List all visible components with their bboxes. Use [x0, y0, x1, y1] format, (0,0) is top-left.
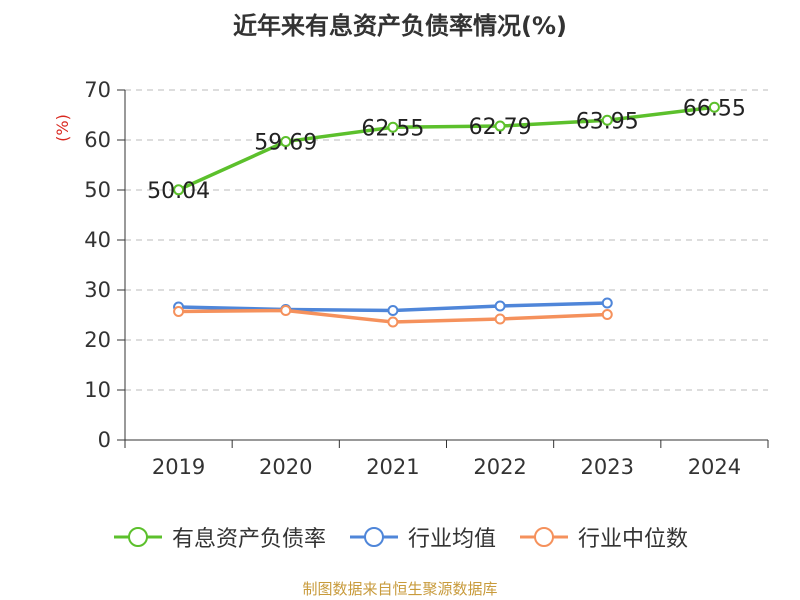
data-point [387, 316, 399, 328]
x-tick-label: 2020 [259, 455, 312, 479]
data-label: 66.55 [683, 96, 746, 121]
legend-label: 行业均值 [407, 527, 496, 552]
y-tick-label: 60 [84, 128, 111, 152]
y-tick-label: 50 [84, 178, 111, 202]
legend-label: 行业中位数 [578, 527, 689, 552]
legend-marker [349, 527, 398, 547]
axes: 0 10 20 30 40 50 60 70 2019 2020 2021 2022 2023 2024 (… [53, 78, 769, 479]
data-point [280, 136, 292, 148]
data-point [708, 101, 720, 113]
data-label: 50.04 [147, 179, 210, 204]
data-label: 59.69 [254, 131, 317, 156]
series-layer [173, 101, 720, 328]
x-tick-label: 2021 [366, 455, 419, 479]
data-point [494, 313, 506, 325]
legend-item: 有息资产负债率 [112, 521, 326, 553]
legend: 有息资产负债率 行业均值 行业中位数 [0, 520, 800, 554]
y-tick-label: 0 [98, 428, 111, 452]
data-labels: 50.04 59.69 62.55 62.79 63.95 66.55 [147, 96, 746, 204]
legend-label: 有息资产负债率 [171, 527, 326, 552]
data-point [494, 120, 506, 132]
data-point [173, 306, 185, 317]
data-point [280, 305, 292, 316]
data-label: 62.55 [361, 116, 424, 141]
legend-item: 行业中位数 [518, 521, 688, 553]
data-point [601, 297, 613, 309]
legend-item: 行业均值 [348, 521, 496, 553]
data-point [173, 184, 185, 196]
series-line-0 [177, 105, 715, 192]
data-point [387, 121, 399, 133]
data-point [494, 300, 506, 312]
y-axis-label: (%) [53, 114, 72, 142]
line-chart: 0 10 20 30 40 50 60 70 2019 2020 2021 2022 2023 2024 (… [53, 78, 769, 479]
data-point [601, 309, 613, 320]
x-tick-label: 2019 [152, 455, 205, 479]
y-tick-label: 10 [84, 378, 111, 402]
source-note: 制图数据来自恒生聚源数据库 [302, 580, 498, 598]
legend-marker [113, 527, 162, 547]
x-tick-label: 2022 [473, 455, 526, 479]
data-point [601, 114, 613, 126]
legend-marker [520, 527, 568, 547]
y-tick-label: 40 [84, 228, 111, 252]
y-tick-label: 30 [84, 278, 111, 302]
chart-title: 近年来有息资产负债率情况(%) [233, 12, 567, 40]
x-tick-label: 2024 [688, 455, 741, 479]
data-point [387, 305, 399, 316]
x-tick-label: 2023 [581, 455, 634, 479]
grid-lines [125, 89, 768, 391]
y-tick-label: 70 [84, 78, 111, 102]
data-label: 62.79 [469, 115, 532, 140]
y-tick-label: 20 [84, 328, 111, 352]
data-label: 63.95 [576, 109, 639, 134]
